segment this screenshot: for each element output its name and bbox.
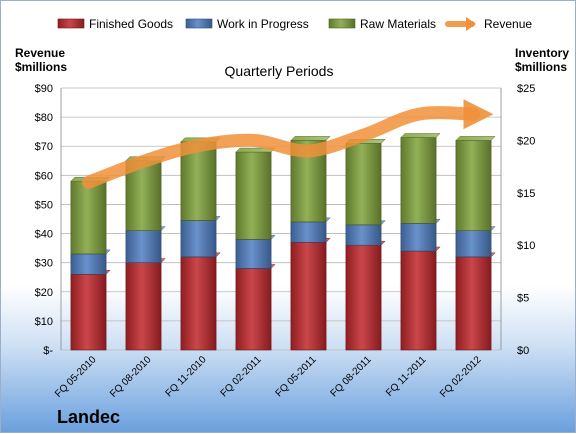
x-tick-label: FQ 11-2010 (164, 354, 209, 399)
left-tick-label: $40 (35, 229, 53, 241)
legend-swatch (185, 18, 213, 29)
left-tick-label: $90 (35, 83, 53, 95)
bar-segment (125, 262, 162, 351)
left-tick-label: $20 (35, 287, 53, 299)
x-tick-label: FQ 05-2010 (53, 354, 99, 400)
left-tick-label: $50 (35, 199, 53, 211)
x-tick-label: FQ 08-2011 (329, 354, 374, 399)
right-tick-label: $5 (517, 293, 529, 305)
x-tick-label: FQ 05-2011 (274, 354, 319, 399)
legend-swatch (57, 18, 85, 29)
x-tick-label: FQ 02-2012 (438, 354, 484, 400)
legend-swatch (328, 18, 356, 29)
legend: Finished Goods Work in Progress Raw Materi… (57, 17, 532, 31)
legend-label: Revenue (484, 17, 532, 31)
left-tick-label: $70 (35, 141, 53, 153)
bar-segment (70, 274, 107, 351)
bar-segment (180, 256, 217, 351)
bar-segment (345, 244, 382, 351)
bar-segment (455, 256, 492, 351)
left-tick-label: $80 (35, 112, 53, 124)
legend-label: Raw Materials (360, 17, 436, 31)
bar-segment (400, 250, 437, 351)
bar-segment (180, 220, 217, 258)
bar-segment (455, 140, 492, 231)
right-axis-title-line2: $millions (515, 60, 567, 74)
right-tick-label: $0 (517, 345, 529, 357)
company-name: Landec (57, 407, 120, 427)
bar-segment (235, 239, 272, 269)
bar-segment (70, 253, 107, 275)
x-tick-label: FQ 08-2010 (108, 354, 154, 400)
legend-arrow (466, 17, 476, 31)
x-tick-label: FQ 02-2011 (219, 354, 264, 399)
right-tick-label: $20 (517, 135, 535, 147)
left-tick-label: $30 (35, 258, 53, 270)
bar-top (400, 133, 441, 138)
left-tick-label: $60 (35, 170, 53, 182)
x-tick-label: FQ 11-2011 (384, 354, 429, 399)
legend-label: Work in Progress (217, 17, 309, 31)
bar-segment (345, 143, 382, 226)
right-tick-label: $10 (517, 240, 535, 252)
bar-segment (70, 180, 107, 255)
bar-segment (125, 230, 162, 263)
revenue-line (82, 99, 494, 189)
left-axis-title-line1: Revenue (15, 46, 65, 60)
bar-segment (455, 230, 492, 258)
bar-segment (345, 224, 382, 246)
chart-title: Quarterly Periods (225, 63, 334, 79)
bar-segment (290, 241, 327, 351)
legend-label: Finished Goods (89, 17, 173, 31)
bar-segment (290, 221, 327, 243)
right-axis-title-line1: Inventory (515, 46, 569, 60)
right-tick-label: $25 (517, 83, 535, 95)
bar-segment (235, 151, 272, 240)
bar-segment (400, 223, 437, 252)
right-tick-label: $15 (517, 188, 535, 200)
left-tick-label: $- (43, 345, 53, 357)
revenue-line-path (82, 106, 480, 189)
bar-top (290, 136, 331, 141)
left-tick-label: $10 (35, 316, 53, 328)
bar-segment (235, 268, 272, 351)
bar-segment (400, 137, 437, 224)
left-axis-title-line2: $millions (15, 60, 67, 74)
bar-top (455, 136, 496, 141)
revenue-arrowhead (463, 99, 494, 130)
